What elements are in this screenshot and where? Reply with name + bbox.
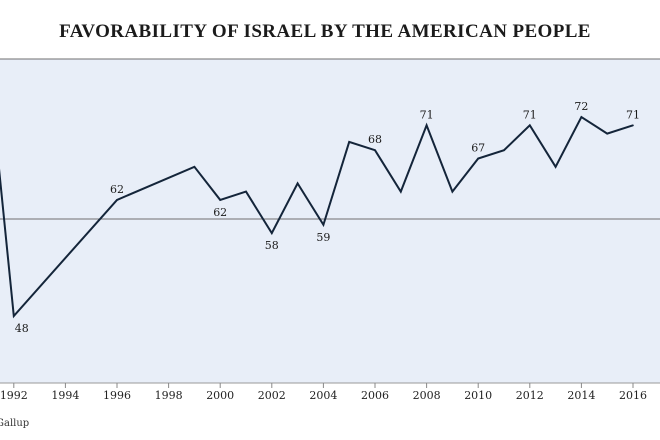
data-label: 68 [368, 133, 382, 146]
data-point [116, 199, 118, 201]
x-tick-label: 2004 [309, 389, 337, 402]
data-label: 62 [110, 183, 124, 196]
data-label: 71 [626, 108, 640, 121]
data-point [451, 190, 454, 193]
data-label: 71 [420, 108, 434, 121]
data-point [193, 165, 196, 168]
x-tick-label: 2008 [413, 389, 441, 402]
x-tick-label: 2010 [464, 389, 492, 402]
data-label: 59 [316, 231, 330, 244]
data-point [503, 149, 505, 151]
data-point [13, 315, 15, 317]
data-point [580, 116, 583, 118]
chart-title: FAVORABILITY OF ISRAEL BY THE AMERICAN P… [59, 21, 591, 42]
x-tick-label: 2002 [258, 389, 286, 402]
data-point [374, 149, 376, 151]
data-point [606, 132, 608, 135]
x-tick-label: 2016 [619, 389, 647, 402]
data-point [322, 224, 325, 226]
data-point [477, 157, 480, 160]
x-tick-label: 2014 [567, 389, 595, 402]
x-tick-label: 2012 [516, 389, 544, 402]
x-tick-label: 1994 [51, 389, 79, 402]
data-point [271, 232, 273, 234]
data-point [245, 190, 247, 193]
data-point [529, 124, 531, 127]
x-tick-label: 1992 [0, 389, 28, 402]
data-point [348, 141, 351, 143]
series-group [0, 115, 634, 319]
data-labels: 794862625859687167717271 [15, 100, 640, 335]
data-label: 72 [574, 100, 588, 113]
data-point [296, 182, 299, 185]
x-axis-ticks: 1992 1994 1996 1998 2000 2002 2004 2006 2008 2010… [0, 383, 647, 402]
data-label: 62 [213, 206, 227, 219]
x-tick-label: 2000 [206, 389, 234, 402]
data-label: 67 [471, 141, 485, 154]
data-point [400, 190, 402, 193]
data-point [554, 165, 557, 168]
data-point [425, 124, 428, 127]
data-label: 48 [15, 322, 29, 335]
data-label: 58 [265, 239, 279, 252]
x-tick-label: 2006 [361, 389, 389, 402]
data-label: 71 [523, 108, 537, 121]
data-point [632, 124, 634, 127]
series-line [0, 115, 634, 319]
x-tick-label: 1996 [103, 389, 131, 402]
source-note: Gallup [0, 418, 29, 429]
plot-area [0, 59, 660, 383]
data-point [219, 199, 221, 201]
x-tick-label: 1998 [155, 389, 183, 402]
